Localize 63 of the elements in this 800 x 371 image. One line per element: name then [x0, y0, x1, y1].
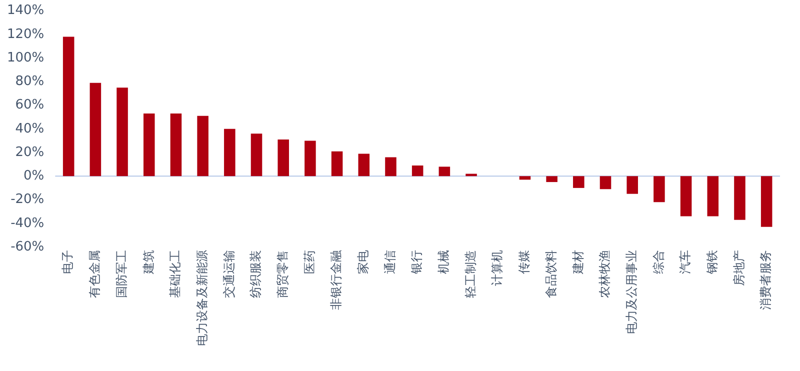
- y-tick-label: 140%: [6, 3, 44, 18]
- x-tick-label: 计算机: [490, 250, 504, 286]
- x-tick-label: 银行: [410, 250, 424, 275]
- x-tick-label: 建筑: [141, 250, 156, 275]
- x-tick-label: 通信: [382, 250, 397, 274]
- x-tick-label: 房地产: [732, 250, 746, 286]
- bar: [90, 82, 102, 176]
- y-tick-label: 120%: [6, 26, 44, 42]
- y-tick-label: -40%: [10, 216, 44, 231]
- bar: [626, 176, 638, 194]
- x-tick-label: 食品饮料: [544, 250, 558, 298]
- y-tick-label: -20%: [10, 192, 44, 208]
- bar: [438, 166, 450, 176]
- x-tick-label: 机械: [436, 250, 451, 274]
- bar: [250, 134, 262, 176]
- y-tick-label: 40%: [15, 121, 44, 136]
- x-tick-label: 交通运输: [222, 250, 236, 298]
- bar: [197, 116, 208, 176]
- x-tick-label: 国防军工: [114, 250, 128, 298]
- bar: [573, 176, 584, 188]
- x-tick-label: 纺织服装: [248, 250, 263, 298]
- y-tick-label: 60%: [15, 98, 44, 113]
- bar: [600, 176, 612, 190]
- bar: [760, 176, 772, 227]
- bar: [170, 114, 182, 176]
- x-tick-label: 汽车: [678, 250, 692, 274]
- x-tick-label: 农林牧渔: [598, 250, 612, 298]
- x-tick-label: 电力及公用事业: [624, 250, 638, 334]
- x-tick-label: 消费者服务: [758, 250, 773, 310]
- x-tick-label: 传媒: [517, 250, 532, 274]
- y-tick-label: -60%: [10, 239, 44, 254]
- y-tick-label: 100%: [6, 50, 44, 66]
- x-tick-label: 医药: [302, 250, 316, 274]
- bar: [278, 140, 289, 176]
- bar: [143, 114, 155, 176]
- bar: [519, 176, 531, 180]
- x-tick-label: 家电: [356, 250, 370, 274]
- x-tick-label: 电子: [60, 250, 75, 274]
- y-tick-label: 80%: [15, 74, 44, 90]
- bar: [116, 88, 128, 176]
- x-tick-label: 商贸零售: [275, 250, 290, 298]
- x-tick-label: 轻工制造: [463, 250, 478, 298]
- bar: [304, 140, 316, 176]
- y-tick-label: 0%: [24, 168, 44, 184]
- x-tick-label: 建材: [570, 250, 585, 275]
- bar: [734, 176, 746, 220]
- bar: [707, 176, 719, 216]
- x-tick-label: 基础化工: [168, 250, 182, 298]
- bar: [331, 151, 343, 176]
- x-tick-label: 非银行金融: [329, 250, 344, 310]
- y-tick-label: 20%: [15, 144, 44, 160]
- x-tick-label: 有色金属: [88, 250, 102, 298]
- bar: [654, 176, 665, 202]
- bar: [224, 128, 236, 176]
- x-tick-label: 电力设备及新能源: [194, 250, 209, 346]
- bar: [62, 36, 74, 176]
- bar: [358, 154, 370, 176]
- bar: [680, 176, 692, 216]
- bar: [412, 166, 424, 176]
- bar: [546, 176, 558, 182]
- x-tick-label: 钢铁: [705, 250, 720, 275]
- x-tick-label: 综合: [651, 250, 666, 274]
- bar: [385, 157, 396, 176]
